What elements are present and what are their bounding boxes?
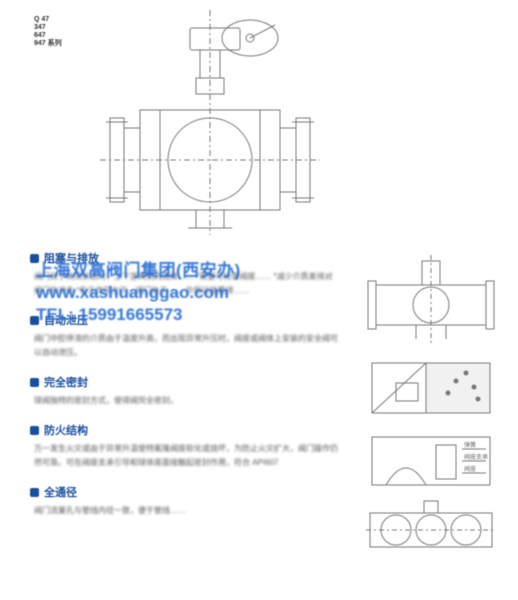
section-full-bore: 全通径 阀门流量孔与管线内径一致，便于管线…… <box>30 484 340 518</box>
section-title: 自动泄压 <box>44 312 88 328</box>
section-title: 防火结构 <box>44 422 88 438</box>
section-body: 阀门处于关闭状态时，上下游两侧的流体…… *需要可检查阀座…… *减少介质差排对… <box>30 270 340 298</box>
svg-text:阀座: 阀座 <box>464 465 476 473</box>
model-prefix: Q <box>34 16 39 23</box>
section-body: 万一发生火灾或由于异常升温使特氟隆阀座软化或烧坏，为防止火灾扩大，阀门操作仍然可… <box>30 442 340 470</box>
figure-full-seal: 弹簧 阀座支承 阀座 <box>366 431 496 491</box>
bullet-icon <box>30 316 39 325</box>
section-body: 球阀独特的密封方式，使得阀完全密封。 <box>30 394 340 408</box>
section-title: 阻塞与排放 <box>44 250 99 266</box>
main-valve-diagram <box>80 10 340 240</box>
section-full-seal: 完全密封 球阀独特的密封方式，使得阀完全密封。 <box>30 374 340 408</box>
svg-text:阀座支承: 阀座支承 <box>464 453 488 461</box>
section-body: 阀门中腔停滞的介质由于温度升高，而出现异常升压时，阀座或阀体上安装的安全阀可以自… <box>30 332 340 360</box>
bullet-icon <box>30 426 39 435</box>
figure-block-drain <box>366 255 496 345</box>
figure-fireproof <box>366 499 496 559</box>
bullet-icon <box>30 378 39 387</box>
svg-text:弹簧: 弹簧 <box>464 441 476 449</box>
section-fireproof: 防火结构 万一发生火灾或由于异常升温使特氟隆阀座软化或烧坏，为防止火灾扩大，阀门… <box>30 422 340 470</box>
section-body: 阀门流量孔与管线内径一致，便于管线…… <box>30 504 340 518</box>
side-figures: 弹簧 阀座支承 阀座 <box>366 255 496 567</box>
sections-column: 阻塞与排放 阀门处于关闭状态时，上下游两侧的流体…… *需要可检查阀座…… *减… <box>30 250 340 532</box>
section-auto-relief: 自动泄压 阀门中腔停滞的介质由于温度升高，而出现异常升压时，阀座或阀体上安装的安… <box>30 312 340 360</box>
figure-auto-relief <box>366 353 496 423</box>
bullet-icon <box>30 488 39 497</box>
bullet-icon <box>30 254 39 263</box>
model-suffix: 系列 <box>48 40 62 47</box>
section-title: 完全密封 <box>44 374 88 390</box>
section-block-drain: 阻塞与排放 阀门处于关闭状态时，上下游两侧的流体…… *需要可检查阀座…… *减… <box>30 250 340 298</box>
section-title: 全通径 <box>44 484 77 500</box>
